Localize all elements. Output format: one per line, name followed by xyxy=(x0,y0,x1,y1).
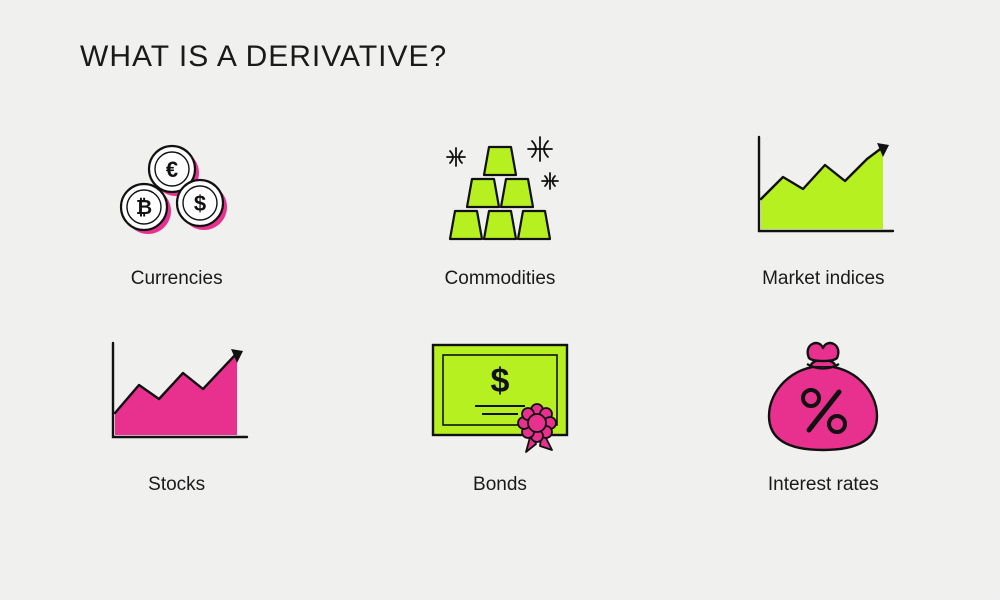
item-commodities: Commodities xyxy=(420,124,580,290)
svg-text:$: $ xyxy=(491,362,510,400)
item-label: Market indices xyxy=(762,268,885,290)
stocks-icon xyxy=(97,330,257,460)
item-bonds: $ xyxy=(420,330,580,496)
svg-text:€: € xyxy=(166,157,178,182)
item-label: Currencies xyxy=(131,268,223,290)
item-market-indices: Market indices xyxy=(743,124,903,290)
infographic-page: WHAT IS A DERIVATIVE? xyxy=(0,0,1000,600)
bonds-icon: $ xyxy=(420,330,580,460)
item-interest-rates: Interest rates xyxy=(743,330,903,496)
items-grid: ₿ € $ Currencies xyxy=(80,124,920,496)
item-label: Stocks xyxy=(148,474,205,496)
item-label: Interest rates xyxy=(768,474,879,496)
item-label: Bonds xyxy=(473,474,527,496)
svg-text:₿: ₿ xyxy=(136,197,152,219)
svg-text:$: $ xyxy=(194,191,206,216)
market-indices-icon xyxy=(743,124,903,254)
page-title: WHAT IS A DERIVATIVE? xyxy=(80,40,920,74)
interest-rates-icon xyxy=(743,330,903,460)
item-currencies: ₿ € $ Currencies xyxy=(97,124,257,290)
item-label: Commodities xyxy=(445,268,556,290)
item-stocks: Stocks xyxy=(97,330,257,496)
commodities-icon xyxy=(420,124,580,254)
currencies-icon: ₿ € $ xyxy=(97,124,257,254)
